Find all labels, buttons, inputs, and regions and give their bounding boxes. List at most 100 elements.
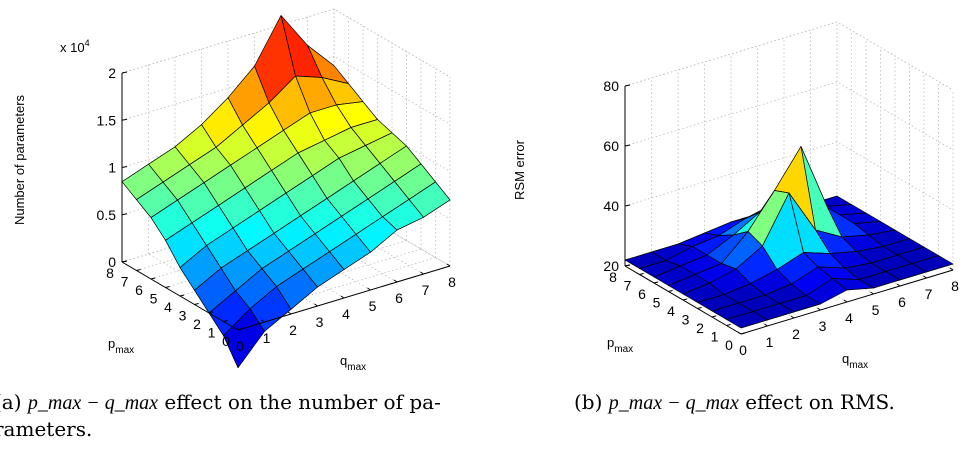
- p-tick-label: 4: [667, 303, 675, 319]
- wall-grid-z: [121, 55, 451, 125]
- p-tick-label: 0: [222, 333, 230, 349]
- q-tick-label: 0: [236, 338, 244, 354]
- surface-patch: [223, 308, 265, 369]
- q-tick-label: 4: [342, 306, 350, 322]
- z-tick-label: 1: [108, 160, 116, 176]
- p-tick: [740, 332, 746, 335]
- q-tick-label: 6: [898, 294, 906, 310]
- q-tick: [923, 275, 927, 279]
- p-tick-label: 6: [135, 282, 143, 298]
- z-tick: [121, 71, 128, 74]
- z-tick-label: 20: [603, 258, 619, 274]
- p-tick-label: 6: [638, 286, 646, 302]
- surface-patch: [726, 311, 768, 329]
- p-tick-label: 0: [725, 337, 733, 353]
- p-tick: [179, 294, 185, 297]
- p-tick: [653, 281, 659, 284]
- p-tick: [165, 286, 170, 288]
- p-tick-label: 5: [150, 291, 158, 307]
- caption-a-prefix: (a): [0, 390, 22, 414]
- q-axis-label: qmax: [340, 353, 366, 373]
- wall-grid-z: [624, 81, 954, 151]
- q-tick: [817, 307, 821, 311]
- p-tick: [711, 315, 717, 318]
- q-tick: [446, 263, 451, 267]
- p-tick: [121, 260, 127, 263]
- p-tick: [697, 307, 702, 309]
- p-tick-label: 4: [164, 299, 172, 315]
- p-tick-label: 5: [653, 295, 661, 311]
- q-tick: [287, 311, 292, 315]
- p-tick: [639, 273, 644, 275]
- q-tick-label: 1: [263, 330, 271, 346]
- q-tick-label: 3: [819, 318, 827, 334]
- p-tick: [136, 269, 141, 271]
- q-tick: [314, 303, 318, 307]
- z-tick-label: 1.5: [97, 112, 117, 128]
- q-tick: [367, 287, 371, 291]
- q-tick: [234, 327, 239, 331]
- z-tick: [624, 84, 631, 87]
- p-axis-label: pmax: [607, 335, 633, 355]
- z-axis-label: RSM error: [512, 139, 527, 200]
- p-tick: [223, 320, 228, 322]
- z-tick-label: 0.5: [97, 207, 117, 223]
- wall-grid-z: [624, 141, 954, 211]
- z-tick-label: 0: [108, 254, 116, 270]
- q-tick-label: 8: [951, 278, 959, 294]
- p-tick-label: 8: [106, 265, 114, 281]
- caption-a: (a) p_max − q_max effect on the number o…: [0, 389, 441, 442]
- q-tick-label: 4: [845, 310, 853, 326]
- floor-grid-q: [148, 253, 265, 323]
- p-tick-label: 2: [696, 320, 704, 336]
- z-tick: [624, 144, 631, 147]
- q-tick-label: 2: [289, 322, 297, 338]
- q-tick-label: 7: [925, 286, 933, 302]
- caption-b-text: effect on RMS.: [738, 390, 895, 414]
- caption-b: (b) p_max − q_max effect on RMS.: [574, 389, 895, 416]
- q-tick-label: 5: [872, 302, 880, 318]
- q-tick: [393, 279, 398, 283]
- p-tick-label: 7: [624, 278, 632, 294]
- wall-top-edge: [121, 8, 451, 78]
- q-tick-label: 6: [395, 290, 403, 306]
- q-tick: [737, 331, 742, 335]
- q-tick-label: 0: [739, 342, 747, 358]
- q-tick-label: 5: [369, 298, 377, 314]
- z-tick-label: 2: [108, 65, 116, 81]
- p-tick-label: 3: [179, 308, 187, 324]
- p-tick: [726, 324, 731, 326]
- q-tick-label: 3: [316, 314, 324, 330]
- z-axis-label: Number of parameters: [12, 94, 27, 225]
- q-tick-label: 2: [792, 326, 800, 342]
- caption-b-prefix: (b): [574, 390, 609, 414]
- p-tick-label: 1: [208, 325, 216, 341]
- q-tick: [790, 315, 795, 319]
- q-tick-label: 7: [422, 282, 430, 298]
- p-tick-label: 3: [682, 312, 690, 328]
- p-tick: [624, 264, 630, 267]
- caption-a-math: p_max − q_max: [27, 392, 159, 414]
- q-tick-label: 8: [448, 274, 456, 290]
- p-tick: [194, 303, 199, 305]
- p-tick: [208, 311, 214, 314]
- q-tick: [949, 267, 954, 271]
- caption-a-text2: rameters.: [0, 417, 93, 441]
- z-tick: [121, 213, 128, 216]
- z-tick-label: 60: [603, 138, 619, 154]
- z-tick-label: 80: [603, 78, 619, 94]
- z-exponent-label: x 104: [60, 38, 90, 55]
- z-tick: [121, 166, 128, 168]
- p-tick: [668, 290, 673, 292]
- p-tick: [150, 277, 156, 280]
- p-tick: [682, 298, 688, 301]
- p-axis-label: pmax: [108, 336, 134, 356]
- caption-a-text: effect on the number of pa-: [158, 390, 441, 414]
- q-tick: [420, 271, 424, 275]
- q-tick: [870, 291, 874, 295]
- q-tick: [843, 299, 848, 303]
- q-tick: [340, 295, 345, 299]
